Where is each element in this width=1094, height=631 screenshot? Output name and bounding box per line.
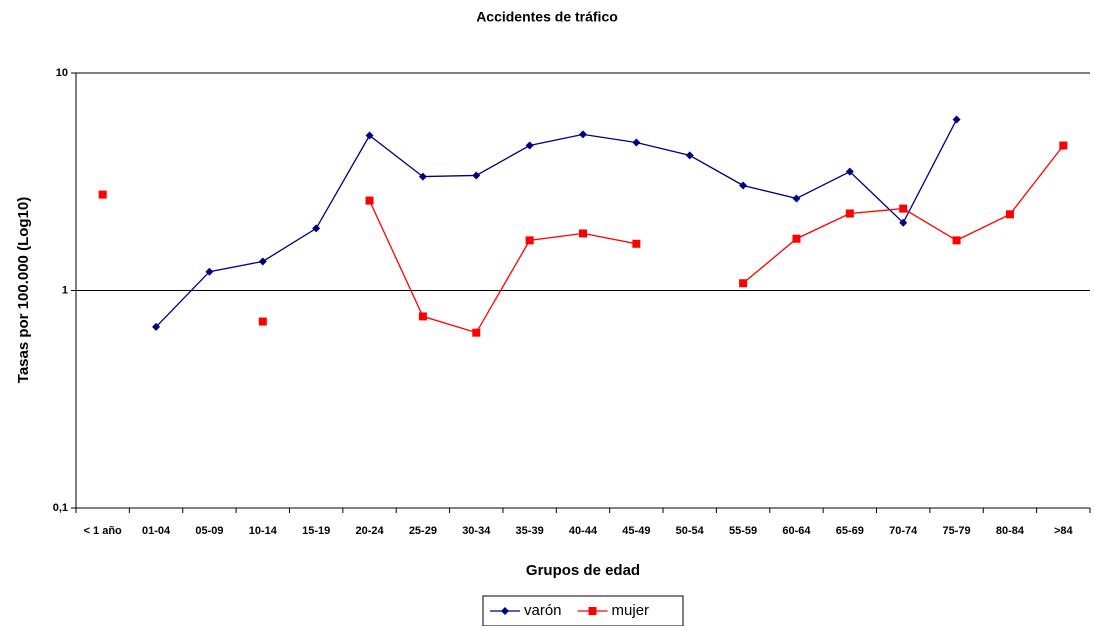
marker (845, 167, 854, 176)
marker (501, 607, 509, 615)
x-axis-label: Grupos de edad (526, 562, 640, 579)
x-tick-label: 65-69 (836, 525, 864, 537)
marker (588, 607, 597, 615)
marker (365, 196, 374, 205)
y-tick-label: 1 (62, 284, 68, 296)
marker (312, 224, 321, 233)
marker (1005, 210, 1014, 219)
marker (418, 172, 427, 181)
y-axis-label: Tasas por 100.000 (Log10) (15, 197, 32, 383)
x-tick-label: 30-34 (462, 525, 491, 537)
chart-title: Accidentes de tráfico (476, 9, 618, 25)
x-tick-label: 35-39 (516, 525, 544, 537)
marker (1059, 141, 1068, 150)
x-tick-label: 55-59 (729, 525, 757, 537)
x-tick-label: 60-64 (782, 525, 811, 537)
y-tick-label: 10 (56, 67, 68, 79)
x-tick-label: 70-74 (889, 525, 918, 537)
x-tick-label: 05-09 (195, 525, 223, 537)
marker (792, 234, 801, 243)
x-tick-label: 50-54 (676, 525, 705, 537)
x-tick-label: 25-29 (409, 525, 437, 537)
marker (418, 312, 427, 321)
legend-label: varón (524, 602, 562, 619)
x-tick-label: 75-79 (943, 525, 971, 537)
marker (152, 322, 161, 331)
x-tick-label: 10-14 (249, 525, 278, 537)
marker (632, 239, 641, 248)
x-tick-label: 15-19 (302, 525, 330, 537)
x-tick-label: 45-49 (622, 525, 650, 537)
marker (98, 190, 107, 199)
x-tick-label: 40-44 (569, 525, 598, 537)
x-tick-label: 20-24 (355, 525, 384, 537)
marker (525, 236, 534, 245)
marker (525, 141, 534, 150)
x-tick-label: 80-84 (996, 525, 1025, 537)
marker (952, 236, 961, 245)
marker (258, 257, 267, 266)
x-tick-label: 01-04 (142, 525, 171, 537)
marker (899, 204, 908, 213)
y-tick-label: 0,1 (53, 502, 68, 514)
marker (258, 317, 267, 326)
marker (739, 181, 748, 190)
marker (472, 328, 481, 337)
marker (579, 130, 587, 139)
marker (205, 267, 214, 276)
marker (579, 229, 587, 238)
marker (632, 138, 641, 147)
x-tick-label: < 1 año (84, 525, 122, 537)
series-line (155, 119, 958, 328)
marker (845, 209, 854, 218)
marker (792, 194, 801, 203)
x-tick-label: >84 (1054, 525, 1074, 537)
marker (472, 171, 481, 180)
marker (685, 151, 694, 160)
marker (952, 115, 961, 124)
marker (899, 218, 908, 227)
marker (739, 279, 748, 288)
marker (365, 131, 374, 140)
legend-label: mujer (612, 602, 650, 619)
